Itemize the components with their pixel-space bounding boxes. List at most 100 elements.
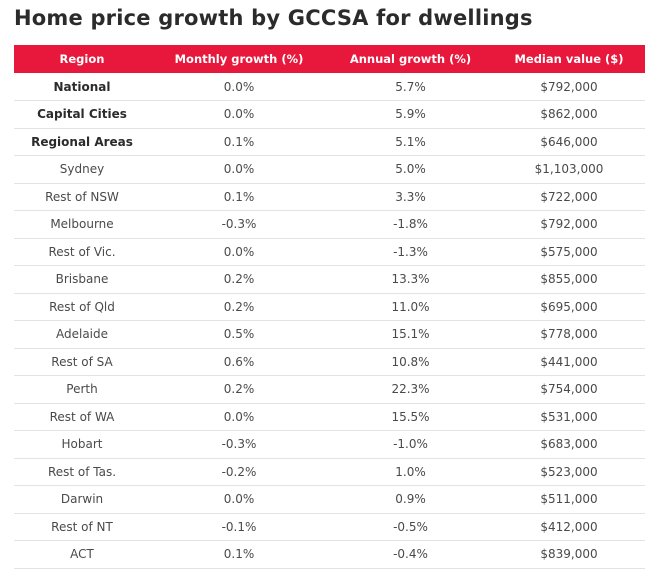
monthly-growth-cell: 0.2%: [150, 375, 328, 404]
median-value-cell: $695,000: [493, 293, 645, 321]
region-cell: Capital Cities: [14, 100, 150, 129]
column-header-annual-growth: Annual growth (%): [349, 52, 472, 66]
monthly-growth-cell: -0.3%: [150, 430, 328, 459]
median-value-cell: $1,103,000: [493, 155, 645, 184]
annual-growth-cell: -1.0%: [328, 430, 493, 459]
region-cell: Rest of Qld: [14, 293, 150, 321]
table-row: Hobart -0.3% -1.0% $683,000: [14, 430, 645, 459]
median-value-cell: $754,000: [493, 375, 645, 404]
region-cell: Sydney: [14, 155, 150, 184]
monthly-growth-cell: 0.1%: [150, 128, 328, 156]
table-row: Rest of Vic. 0.0% -1.3% $575,000: [14, 238, 645, 266]
table-header: Region Monthly growth (%) Annual growth …: [14, 45, 645, 73]
monthly-growth-cell: 0.0%: [150, 485, 328, 514]
region-cell: Regional Areas: [14, 128, 150, 156]
median-value-cell: $839,000: [493, 540, 645, 569]
median-value-cell: $646,000: [493, 128, 645, 156]
annual-growth-cell: 22.3%: [328, 375, 493, 404]
table-row: Adelaide 0.5% 15.1% $778,000: [14, 320, 645, 349]
table-row: Rest of NSW 0.1% 3.3% $722,000: [14, 183, 645, 211]
monthly-growth-cell: 0.0%: [150, 403, 328, 431]
monthly-growth-cell: 0.2%: [150, 293, 328, 321]
monthly-growth-cell: 0.0%: [150, 100, 328, 129]
annual-growth-cell: 13.3%: [328, 265, 493, 294]
annual-growth-cell: 5.9%: [328, 100, 493, 129]
region-cell: Brisbane: [14, 265, 150, 294]
monthly-growth-cell: 0.2%: [150, 265, 328, 294]
monthly-growth-cell: -0.2%: [150, 458, 328, 486]
annual-growth-cell: 0.9%: [328, 485, 493, 514]
table-row: ACT 0.1% -0.4% $839,000: [14, 540, 645, 569]
region-cell: Rest of NSW: [14, 183, 150, 211]
annual-growth-cell: -0.5%: [328, 513, 493, 541]
monthly-growth-cell: 0.0%: [150, 238, 328, 266]
annual-growth-cell: 15.5%: [328, 403, 493, 431]
annual-growth-cell: 1.0%: [328, 458, 493, 486]
median-value-cell: $855,000: [493, 265, 645, 294]
region-cell: Hobart: [14, 430, 150, 459]
region-cell: Adelaide: [14, 320, 150, 349]
region-cell: Darwin: [14, 485, 150, 514]
growth-table: Region Monthly growth (%) Annual growth …: [14, 45, 645, 569]
monthly-growth-cell: -0.3%: [150, 210, 328, 239]
monthly-growth-cell: 0.1%: [150, 540, 328, 569]
median-value-cell: $722,000: [493, 183, 645, 211]
table-row: Rest of NT -0.1% -0.5% $412,000: [14, 513, 645, 541]
region-cell: ACT: [14, 540, 150, 569]
region-cell: Rest of WA: [14, 403, 150, 431]
median-value-cell: $412,000: [493, 513, 645, 541]
table-row: Rest of WA 0.0% 15.5% $531,000: [14, 403, 645, 431]
annual-growth-cell: 10.8%: [328, 348, 493, 376]
annual-growth-cell: 11.0%: [328, 293, 493, 321]
table-row: Rest of SA 0.6% 10.8% $441,000: [14, 348, 645, 376]
header-row: Region Monthly growth (%) Annual growth …: [14, 45, 645, 73]
median-value-cell: $778,000: [493, 320, 645, 349]
monthly-growth-cell: 0.0%: [150, 73, 328, 101]
median-value-cell: $511,000: [493, 485, 645, 514]
table-row: Sydney 0.0% 5.0% $1,103,000: [14, 155, 645, 184]
annual-growth-cell: -1.8%: [328, 210, 493, 239]
median-value-cell: $683,000: [493, 430, 645, 459]
table-row: Perth 0.2% 22.3% $754,000: [14, 375, 645, 404]
table-row: Darwin 0.0% 0.9% $511,000: [14, 485, 645, 514]
region-cell: Rest of NT: [14, 513, 150, 541]
column-header-monthly-growth: Monthly growth (%): [174, 52, 304, 66]
table-body: National 0.0% 5.7% $792,000 Capital Cities 0.…: [14, 73, 645, 569]
median-value-cell: $792,000: [493, 73, 645, 101]
median-value-cell: $792,000: [493, 210, 645, 239]
median-value-cell: $441,000: [493, 348, 645, 376]
region-cell: National: [14, 73, 150, 101]
region-cell: Rest of Tas.: [14, 458, 150, 486]
table-row: Rest of Qld 0.2% 11.0% $695,000: [14, 293, 645, 321]
monthly-growth-cell: -0.1%: [150, 513, 328, 541]
annual-growth-cell: 15.1%: [328, 320, 493, 349]
region-cell: Rest of SA: [14, 348, 150, 376]
annual-growth-cell: 5.7%: [328, 73, 493, 101]
table-row: Regional Areas 0.1% 5.1% $646,000: [14, 128, 645, 156]
median-value-cell: $862,000: [493, 100, 645, 129]
median-value-cell: $523,000: [493, 458, 645, 486]
region-cell: Melbourne: [14, 210, 150, 239]
monthly-growth-cell: 0.5%: [150, 320, 328, 349]
column-header-median-value: Median value ($): [514, 52, 624, 66]
median-value-cell: $575,000: [493, 238, 645, 266]
annual-growth-cell: 5.0%: [328, 155, 493, 184]
annual-growth-cell: 3.3%: [328, 183, 493, 211]
annual-growth-cell: 5.1%: [328, 128, 493, 156]
region-cell: Perth: [14, 375, 150, 404]
annual-growth-cell: -1.3%: [328, 238, 493, 266]
monthly-growth-cell: 0.0%: [150, 155, 328, 184]
table-row: Capital Cities 0.0% 5.9% $862,000: [14, 100, 645, 129]
column-header-region: Region: [59, 52, 105, 66]
median-value-cell: $531,000: [493, 403, 645, 431]
page-title: Home price growth by GCCSA for dwellings: [14, 6, 533, 30]
region-cell: Rest of Vic.: [14, 238, 150, 266]
table-row: Brisbane 0.2% 13.3% $855,000: [14, 265, 645, 294]
monthly-growth-cell: 0.1%: [150, 183, 328, 211]
table-row: Melbourne -0.3% -1.8% $792,000: [14, 210, 645, 239]
monthly-growth-cell: 0.6%: [150, 348, 328, 376]
annual-growth-cell: -0.4%: [328, 540, 493, 569]
table-row: Rest of Tas. -0.2% 1.0% $523,000: [14, 458, 645, 486]
table-row: National 0.0% 5.7% $792,000: [14, 73, 645, 101]
